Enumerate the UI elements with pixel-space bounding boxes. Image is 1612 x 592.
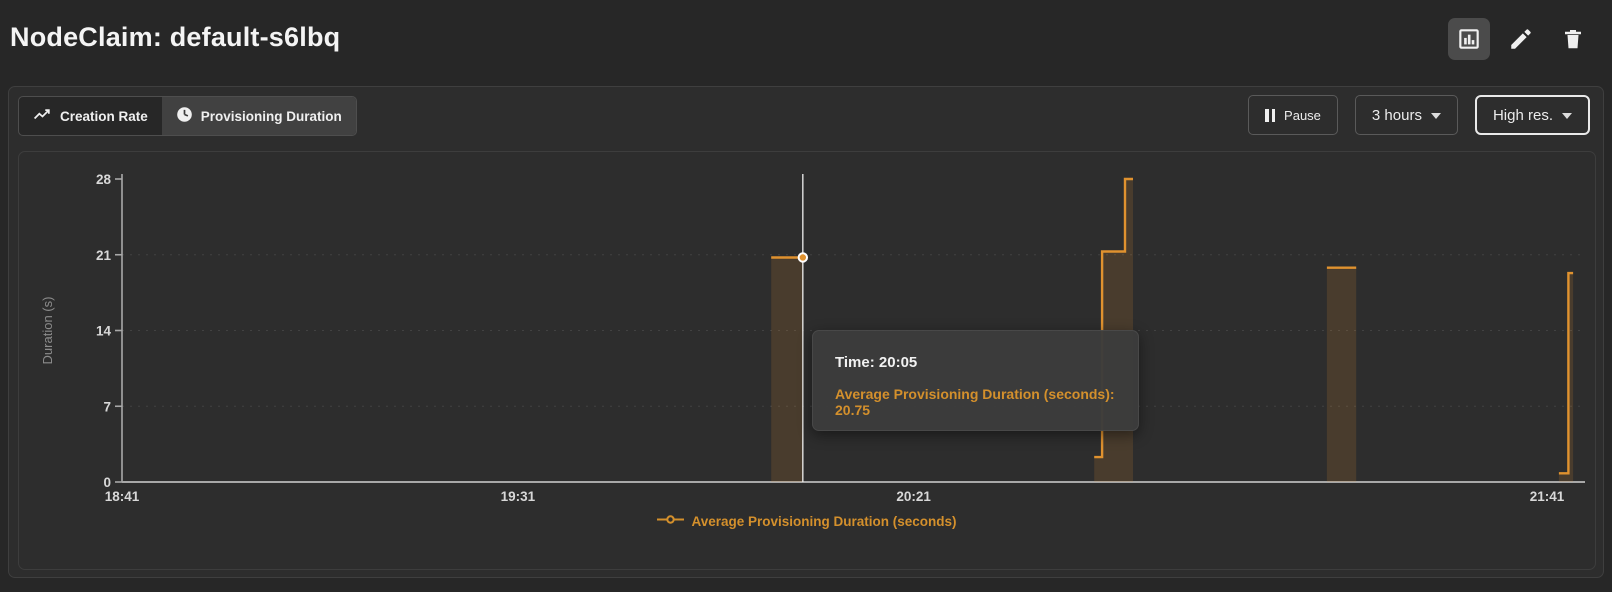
pause-button[interactable]: Pause <box>1248 95 1338 135</box>
svg-text:21: 21 <box>96 248 112 263</box>
resolution-dropdown[interactable]: High res. <box>1474 95 1590 135</box>
page-header: NodeClaim: default-s6lbq <box>0 0 1612 80</box>
chevron-down-icon <box>1562 113 1572 119</box>
duration-chart[interactable]: 0 7 14 21 28 18:41 19:31 20:21 21:41 Duration (s) <box>19 152 1597 571</box>
time-range-dropdown[interactable]: 3 hours <box>1354 95 1458 135</box>
tab-label: Creation Rate <box>60 108 148 124</box>
legend-marker-icon <box>657 512 685 530</box>
pause-icon <box>1265 108 1276 122</box>
tab-provisioning-duration[interactable]: Provisioning Duration <box>161 97 356 135</box>
edit-button[interactable] <box>1500 18 1542 60</box>
time-range-label: 3 hours <box>1371 106 1422 124</box>
delete-button[interactable] <box>1552 18 1594 60</box>
chart-tabs: Creation Rate Provisioning Duration <box>18 96 357 136</box>
chart-container[interactable]: 0 7 14 21 28 18:41 19:31 20:21 21:41 Duration (s)… <box>18 151 1596 570</box>
trend-line-icon <box>33 107 52 125</box>
svg-text:0: 0 <box>103 475 111 490</box>
chart-card: Creation Rate Provisioning Duration Paus… <box>8 86 1604 578</box>
svg-text:28: 28 <box>96 172 112 187</box>
trash-icon <box>1561 26 1585 52</box>
chevron-down-icon <box>1430 113 1441 119</box>
bar-chart-icon <box>1456 26 1482 52</box>
svg-text:Duration (s): Duration (s) <box>40 297 55 365</box>
clock-icon <box>176 106 193 126</box>
chart-controls: Pause 3 hours High res. <box>1248 95 1590 135</box>
page-title: NodeClaim: default-s6lbq <box>10 22 341 52</box>
tab-label: Provisioning Duration <box>200 108 342 124</box>
chart-toolbar: Creation Rate Provisioning Duration Paus… <box>9 87 1603 151</box>
resolution-label: High res. <box>1492 106 1553 124</box>
pause-label: Pause <box>1284 107 1321 123</box>
svg-text:14: 14 <box>96 324 112 339</box>
svg-text:19:31: 19:31 <box>501 489 536 504</box>
svg-text:21:41: 21:41 <box>1530 489 1565 504</box>
tab-creation-rate[interactable]: Creation Rate <box>19 97 162 135</box>
svg-text:7: 7 <box>103 399 111 414</box>
chart-toggle-button[interactable] <box>1448 18 1490 60</box>
header-actions <box>1448 18 1594 60</box>
chart-legend[interactable]: Average Provisioning Duration (seconds) <box>19 512 1595 530</box>
svg-text:20:21: 20:21 <box>896 489 931 504</box>
pencil-icon <box>1508 26 1534 52</box>
legend-label: Average Provisioning Duration (seconds) <box>691 513 957 529</box>
svg-text:18:41: 18:41 <box>105 489 140 504</box>
